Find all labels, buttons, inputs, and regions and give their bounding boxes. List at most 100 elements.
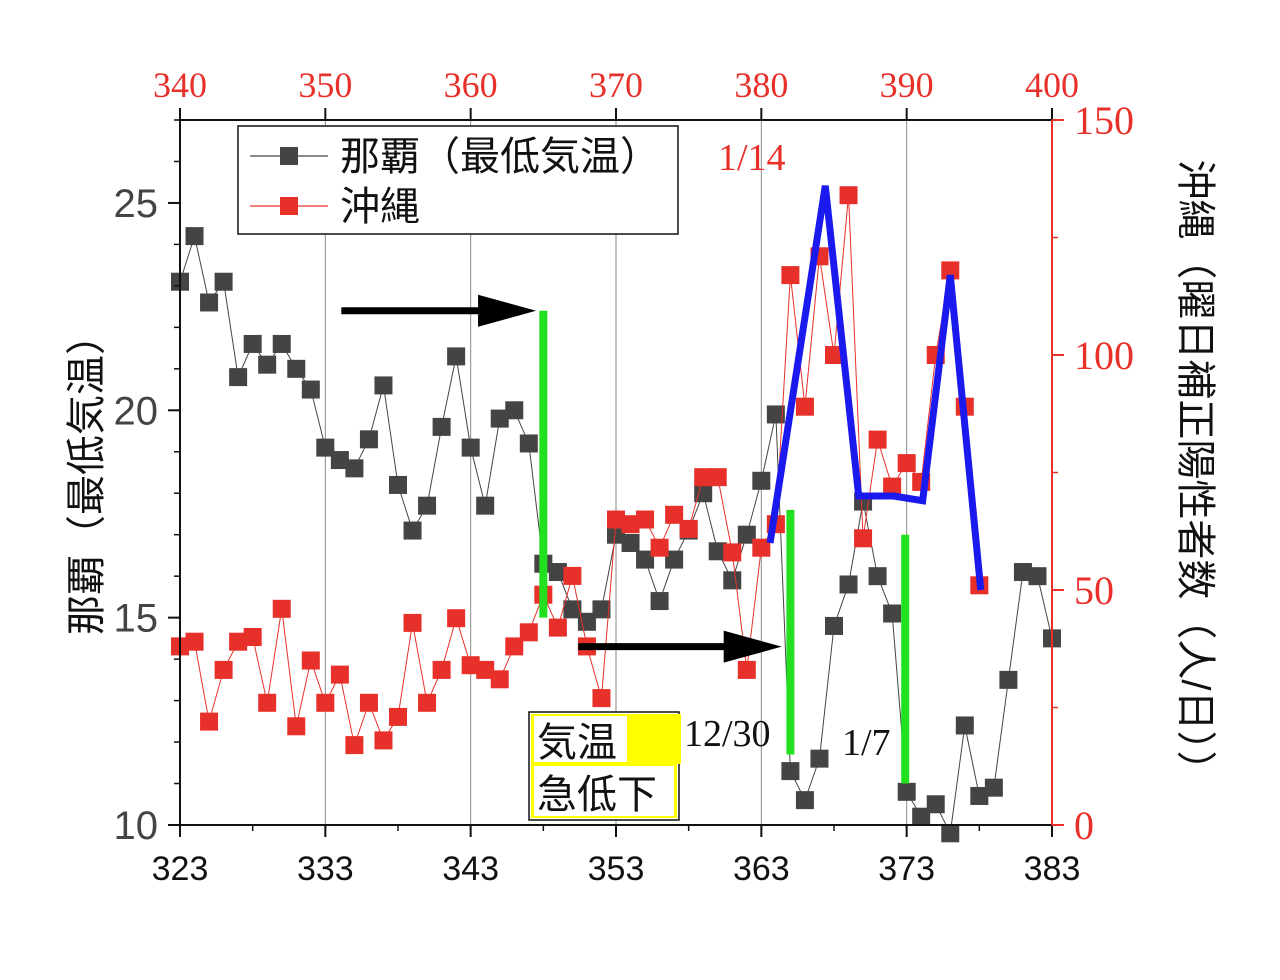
- bottom-tick-label: 323: [152, 850, 209, 888]
- arrow-head: [723, 630, 782, 663]
- data-point: [955, 716, 974, 735]
- right-tick-label: 50: [1074, 568, 1114, 613]
- data-point: [868, 430, 887, 449]
- data-point: [389, 707, 407, 726]
- data-point: [374, 376, 393, 395]
- data-point: [752, 471, 771, 490]
- data-point: [301, 651, 320, 670]
- data-point: [243, 628, 262, 646]
- legend-marker-naha: [280, 147, 298, 165]
- bottom-tick-label: 383: [1024, 850, 1081, 888]
- data-point: [636, 550, 655, 569]
- data-point: [766, 405, 785, 424]
- data-point: [723, 571, 742, 590]
- data-point: [839, 575, 858, 594]
- data-point: [214, 660, 233, 679]
- right-tick-label: 150: [1074, 98, 1134, 143]
- data-point: [737, 525, 756, 544]
- data-point: [476, 660, 495, 679]
- data-point: [330, 451, 349, 470]
- data-point: [258, 693, 277, 712]
- data-point: [345, 736, 364, 755]
- data-point: [316, 438, 335, 457]
- data-point: [650, 538, 669, 557]
- data-point: [607, 510, 625, 529]
- data-point: [694, 468, 713, 487]
- left-tick-label: 25: [114, 182, 159, 226]
- top-tick-label: 370: [589, 65, 643, 105]
- data-point: [432, 417, 451, 436]
- data-point: [432, 660, 451, 679]
- left-tick-label: 20: [114, 389, 159, 433]
- data-point: [883, 477, 902, 496]
- data-point: [592, 600, 611, 619]
- bottom-tick-label: 343: [442, 850, 499, 888]
- right-axis-title: 沖縄（曜日補正陽性者数（人/日））: [1173, 159, 1217, 790]
- data-point: [636, 510, 655, 529]
- data-point: [272, 599, 291, 618]
- data-point: [795, 791, 814, 810]
- arrows: [341, 294, 782, 663]
- top-tick-label: 340: [153, 65, 207, 105]
- legend-label-okinawa: 沖縄: [340, 185, 420, 229]
- legend-box: [237, 125, 679, 235]
- temp-drop-line2: 急低下: [537, 773, 657, 817]
- bottom-tick-label: 353: [588, 850, 645, 888]
- data-point: [854, 529, 873, 548]
- data-point: [519, 434, 538, 453]
- bottom-tick-label: 333: [297, 850, 354, 888]
- data-point: [200, 293, 219, 312]
- data-point: [214, 272, 233, 291]
- data-point: [708, 542, 727, 561]
- data-point: [810, 749, 829, 768]
- data-point: [490, 670, 509, 689]
- data-point: [825, 346, 843, 364]
- data-point: [505, 637, 524, 656]
- temp-drop-box-bg-2: [534, 766, 674, 816]
- overlay-lines: [766, 185, 985, 591]
- right-tick-label: 0: [1074, 803, 1094, 848]
- arrow-head: [478, 294, 537, 327]
- data-point: [607, 525, 625, 544]
- data-point: [650, 592, 669, 611]
- data-point: [389, 475, 407, 494]
- data-point: [403, 613, 422, 632]
- data-point: [621, 534, 640, 552]
- data-point: [287, 359, 306, 378]
- data-point: [345, 459, 364, 478]
- data-point: [359, 430, 378, 449]
- annotation-12-30: 12/30: [684, 713, 771, 755]
- data-point: [185, 227, 204, 246]
- data-point: [243, 334, 262, 353]
- annotation-1-14: 1/14: [718, 137, 786, 179]
- data-point: [781, 266, 800, 285]
- bottom-tick-label: 363: [733, 850, 790, 888]
- data-point: [926, 795, 945, 814]
- data-point: [519, 623, 538, 642]
- left-tick-label: 15: [114, 597, 159, 641]
- data-point: [665, 550, 684, 569]
- axes: 323 333 343 353 363 373 383 340 350 360 370 380 390 4…: [114, 65, 1135, 888]
- data-point: [258, 355, 277, 374]
- data-point: [447, 609, 466, 628]
- left-tick-label: 10: [114, 804, 159, 848]
- temp-drop-box: 気温 急低下: [528, 711, 681, 821]
- top-tick-label: 390: [880, 65, 934, 105]
- data-point: [839, 186, 858, 205]
- data-point: [490, 409, 509, 428]
- legend-marker-okinawa: [280, 197, 298, 215]
- data-point: [737, 660, 756, 679]
- data-point: [301, 380, 320, 399]
- data-point: [708, 468, 727, 487]
- data-point: [984, 778, 1003, 797]
- data-point: [868, 567, 887, 586]
- temp-drop-line1: 気温: [537, 721, 617, 765]
- data-point: [461, 656, 480, 675]
- data-point: [447, 347, 466, 366]
- green-markers: [539, 310, 910, 784]
- temp-drop-box-bg-1: [534, 716, 627, 762]
- data-point: [185, 632, 204, 651]
- top-tick-label: 360: [444, 65, 498, 105]
- data-point: [505, 401, 524, 420]
